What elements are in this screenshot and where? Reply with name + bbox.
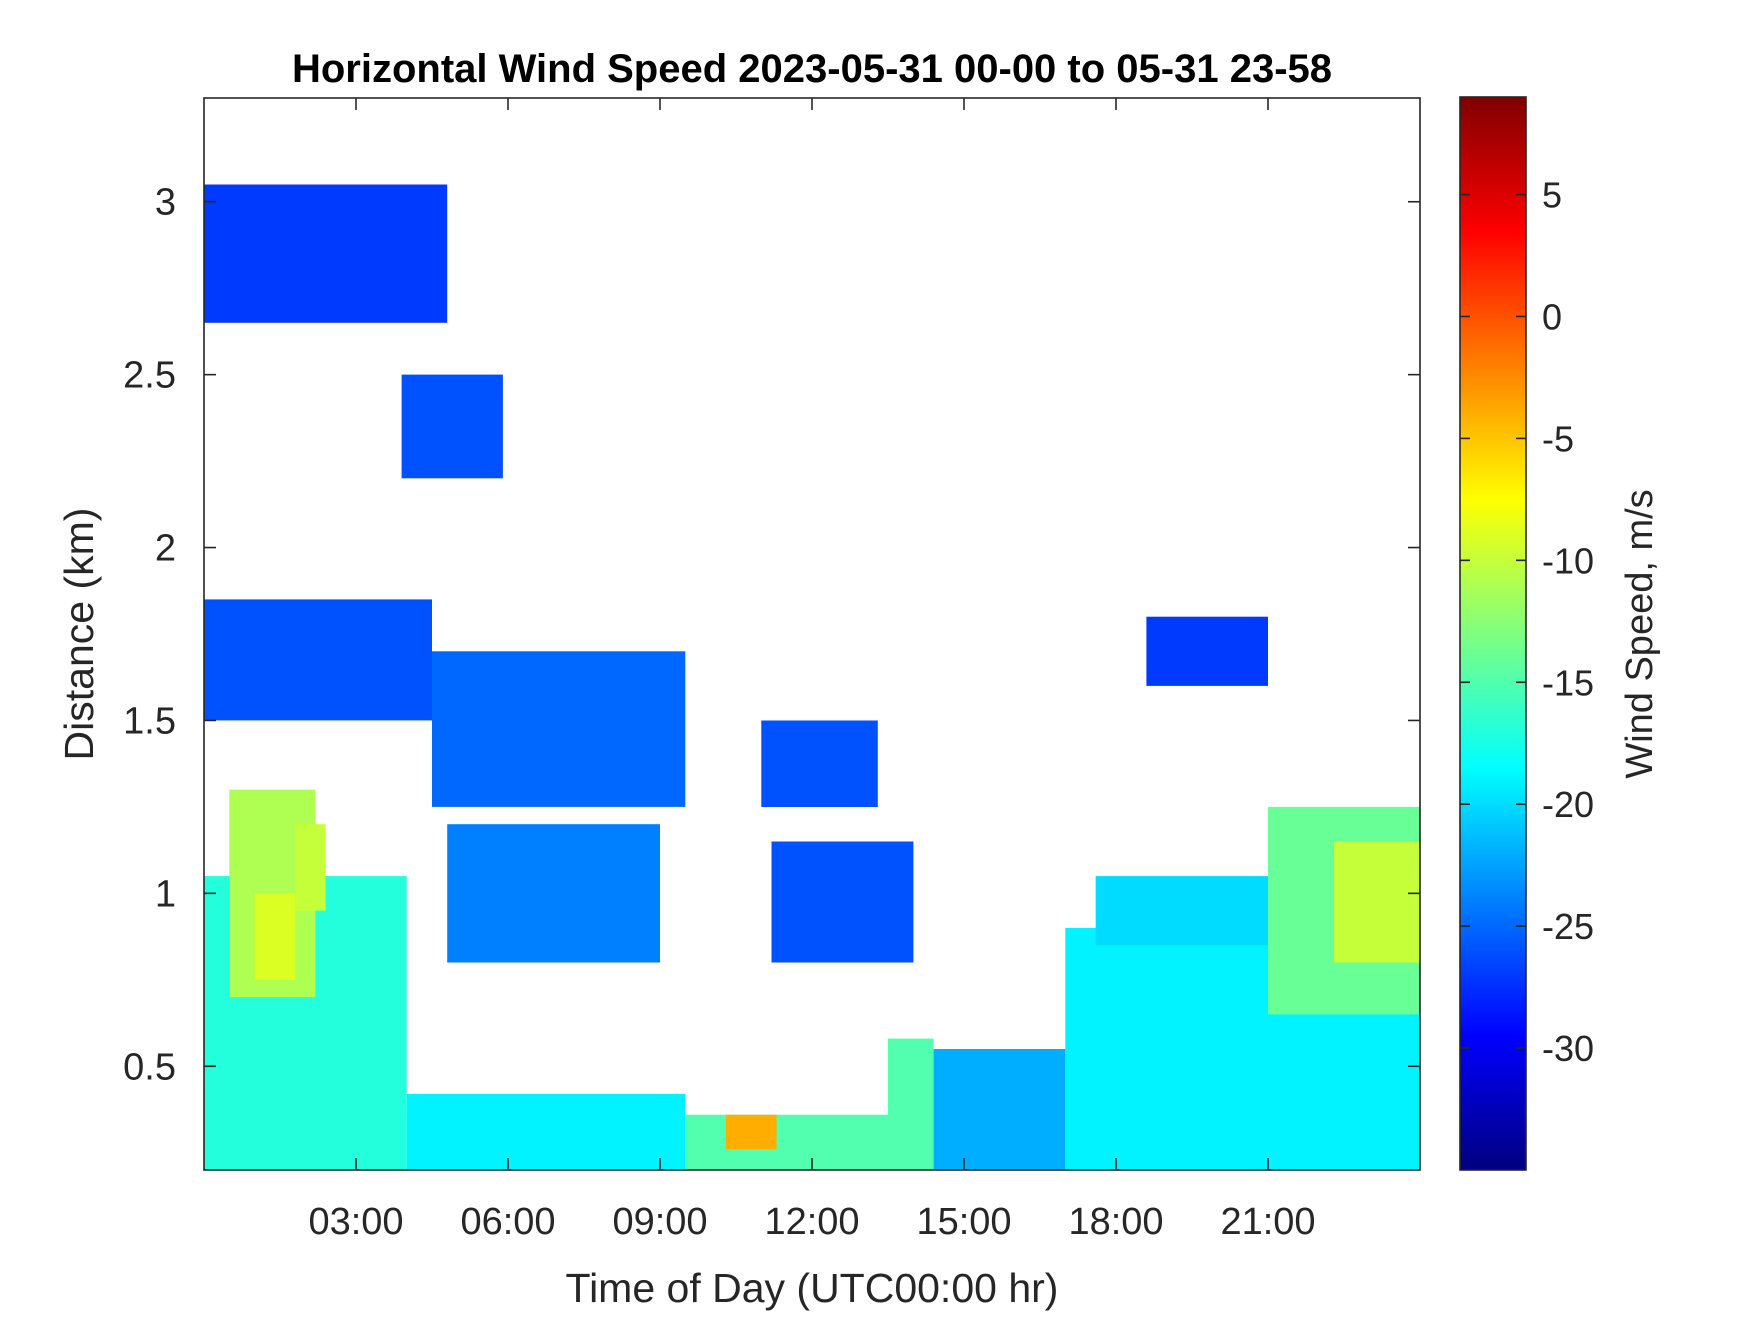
colorbar-tick-label: -25	[1542, 906, 1594, 947]
y-tick-label: 1	[155, 873, 176, 915]
heatmap-cell	[771, 841, 914, 963]
colorbar-tick-label: 0	[1542, 296, 1562, 337]
y-axis-label: Distance (km)	[56, 508, 102, 761]
heatmap-cell	[1333, 841, 1420, 963]
x-tick-label: 06:00	[460, 1201, 555, 1243]
x-tick-label: 18:00	[1068, 1201, 1163, 1243]
heatmap-cell	[888, 1038, 934, 1170]
heatmap-cell	[447, 824, 660, 963]
x-tick-label: 03:00	[308, 1201, 403, 1243]
y-tick-label: 0.5	[123, 1046, 176, 1088]
y-axis-ticks: 0.5 1 1.5 2 2.5 3	[123, 182, 1420, 1088]
x-axis-ticks: 03:00 06:00 09:00 12:00 15:00 18:00 21:00	[308, 98, 1316, 1243]
heatmap-cell	[933, 1049, 1066, 1170]
heatmap-cell	[204, 599, 432, 721]
colorbar-tick-label: -20	[1542, 784, 1594, 825]
colorbar	[1459, 96, 1527, 1171]
y-tick-label: 3	[155, 182, 176, 224]
heatmap-cell	[204, 184, 448, 323]
chart-title: Horizontal Wind Speed 2023-05-31 00-00 t…	[292, 47, 1332, 91]
x-tick-label: 12:00	[764, 1201, 859, 1243]
colorbar-label: Wind Speed, m/s	[1619, 489, 1661, 778]
heatmap-cell	[761, 720, 878, 807]
heatmap-cell	[685, 1114, 888, 1170]
colorbar-tick-label: 5	[1542, 175, 1562, 216]
x-tick-label: 15:00	[916, 1201, 1011, 1243]
heatmap-cell	[725, 1114, 777, 1150]
x-axis-label: Time of Day (UTC00:00 hr)	[566, 1265, 1059, 1311]
x-tick-label: 09:00	[612, 1201, 707, 1243]
colorbar-tick-label: -15	[1542, 662, 1594, 703]
y-tick-label: 2.5	[123, 355, 176, 397]
colorbar-tick-label: -10	[1542, 540, 1594, 581]
y-tick-label: 2	[155, 528, 176, 570]
x-tick-label: 21:00	[1220, 1201, 1315, 1243]
heatmap-cell	[406, 1093, 686, 1170]
y-tick-label: 1.5	[123, 700, 176, 742]
heatmap-cell	[1095, 876, 1268, 946]
heatmap-cell	[254, 893, 296, 980]
colorbar-tick-label: -5	[1542, 418, 1574, 459]
heatmap-cell	[295, 824, 326, 911]
heatmap-cell	[1146, 616, 1268, 686]
colorbar-tick-label: -30	[1542, 1028, 1594, 1069]
heatmap-cell	[401, 374, 503, 479]
heatmap-layer	[204, 184, 1420, 1170]
heatmap-cell	[432, 651, 686, 807]
colorbar-ticks: -30 -25 -20 -15 -10 -5 0 5	[1460, 175, 1594, 1069]
